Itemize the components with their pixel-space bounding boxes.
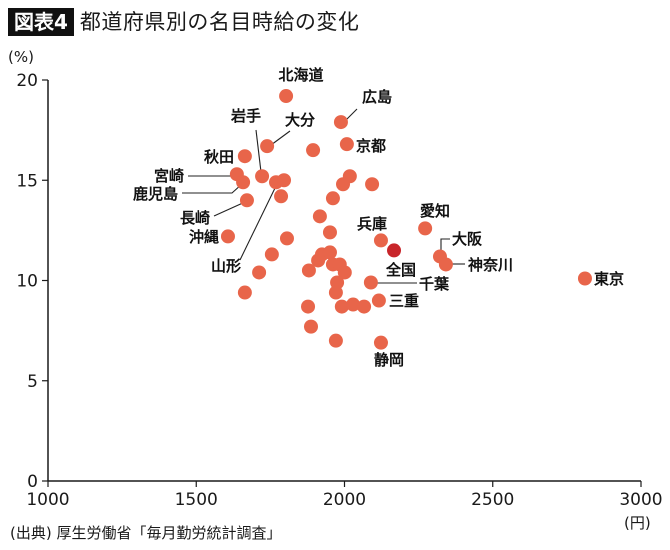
x-tick-label: 1500 — [175, 490, 218, 510]
x-axis-unit: (円) — [624, 514, 651, 532]
leader-line — [239, 185, 277, 261]
point-label: 兵庫 — [357, 215, 387, 233]
data-points — [220, 89, 592, 350]
data-point — [303, 319, 318, 334]
point-label: 長崎 — [180, 209, 210, 227]
data-point — [264, 247, 279, 262]
figure-title: 都道府県別の名目時給の変化 — [79, 10, 360, 34]
point-label: 鹿児島 — [133, 185, 178, 203]
data-point — [371, 293, 386, 308]
data-point — [322, 225, 337, 240]
data-point — [312, 209, 327, 224]
data-point — [237, 149, 252, 164]
data-point — [274, 189, 289, 204]
data-point — [260, 139, 275, 154]
data-point — [277, 173, 292, 188]
chart-title: 図表4 都道府県別の名目時給の変化 — [8, 8, 359, 36]
leader-line — [213, 201, 246, 217]
data-point — [322, 245, 337, 260]
point-label: 京都 — [356, 137, 386, 155]
point-label: 愛知 — [420, 202, 450, 220]
data-point — [255, 169, 270, 184]
data-point — [236, 175, 251, 190]
point-label: 秋田 — [204, 148, 234, 166]
point-label: 山形 — [211, 257, 241, 275]
data-point — [339, 137, 354, 152]
y-tick-label: 5 — [27, 372, 38, 392]
y-tick-label: 20 — [16, 71, 38, 91]
data-point — [328, 285, 343, 300]
data-point — [357, 299, 372, 314]
point-label: 三重 — [389, 292, 419, 310]
national-point — [387, 243, 402, 258]
x-tick-label: 2000 — [323, 490, 366, 510]
leader-line — [440, 238, 450, 254]
point-label: 沖縄 — [189, 228, 219, 246]
data-point — [337, 265, 352, 280]
data-point — [373, 233, 388, 248]
data-point — [237, 285, 252, 300]
leader-line — [255, 129, 262, 173]
source-note: (出典) 厚生労働省「毎月勤労統計調査」 — [10, 524, 282, 542]
data-point — [279, 231, 294, 246]
y-tick-label: 10 — [16, 272, 38, 292]
y-axis-unit: (%) — [8, 48, 34, 66]
data-point — [306, 143, 321, 158]
point-label: 岩手 — [230, 107, 261, 125]
point-label: 神奈川 — [468, 256, 513, 274]
data-point — [438, 257, 453, 272]
data-point — [334, 299, 349, 314]
data-point — [252, 265, 267, 280]
data-point — [328, 333, 343, 348]
data-point — [577, 271, 592, 286]
point-label: 大分 — [285, 111, 315, 129]
leader-line — [182, 183, 243, 194]
data-point — [363, 275, 378, 290]
data-point — [301, 263, 316, 278]
point-label: 東京 — [594, 270, 624, 288]
x-tick-label: 3000 — [619, 490, 662, 510]
data-point — [346, 297, 361, 312]
data-point — [301, 299, 316, 314]
data-point — [239, 193, 254, 208]
y-tick-label: 15 — [16, 171, 38, 191]
point-label: 北海道 — [278, 66, 323, 84]
x-tick-label: 1000 — [26, 490, 69, 510]
point-label: 全国 — [385, 261, 416, 279]
data-point — [365, 177, 380, 192]
x-tick-label: 2500 — [471, 490, 514, 510]
point-label: 宮崎 — [154, 167, 184, 185]
data-point — [373, 335, 388, 350]
data-point — [336, 177, 351, 192]
point-label: 広島 — [362, 88, 392, 106]
data-point — [325, 191, 340, 206]
point-label: 大阪 — [452, 230, 483, 248]
leader-line — [270, 130, 291, 146]
data-point — [333, 115, 348, 130]
data-point — [220, 229, 235, 244]
data-point — [418, 221, 433, 236]
figure-badge: 図表4 — [8, 8, 74, 36]
point-label: 静岡 — [374, 351, 404, 369]
axes: 1000 1500 2000 2500 3000 0 5 10 15 20 — [16, 71, 662, 510]
point-label: 千葉 — [419, 275, 450, 293]
y-tick-label: 0 — [27, 472, 38, 492]
data-point — [279, 89, 294, 104]
